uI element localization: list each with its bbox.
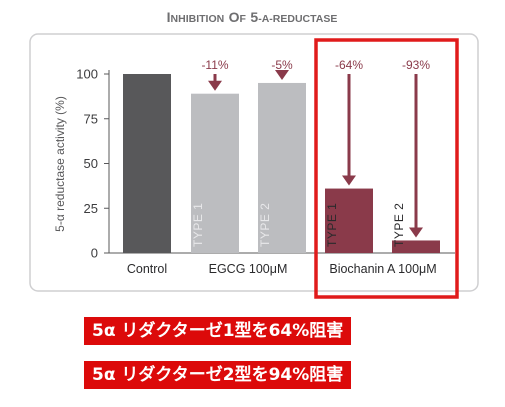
plot-panel	[29, 33, 479, 292]
bar	[191, 93, 239, 253]
delta-label: -93%	[402, 58, 430, 72]
delta-label: -64%	[335, 58, 363, 72]
category-label: EGCG 100μM	[209, 262, 288, 276]
category-label: Biochanin A 100μM	[329, 262, 436, 276]
y-tick-label: 25	[84, 201, 98, 216]
bar-type-label: TYPE 1	[325, 203, 339, 247]
delta-labels: -11% -5% -64% -93%	[201, 58, 430, 72]
reduction-arrows	[208, 69, 423, 238]
bar	[123, 74, 171, 253]
bar	[392, 240, 440, 253]
y-tick-label: 75	[84, 111, 98, 126]
reduction-arrow-head	[342, 175, 356, 186]
bars	[123, 74, 440, 253]
caption-type1-inhibition: 5α リダクターゼ1型を64%阻害	[84, 317, 352, 345]
bar	[325, 188, 373, 253]
y-tick-label: 50	[84, 156, 98, 171]
caption-type2-inhibition: 5α リダクターゼ2型を94%阻害	[84, 361, 352, 389]
category-labels: Control EGCG 100μM Biochanin A 100μM	[127, 262, 437, 276]
bar-type-label: TYPE 1	[191, 203, 205, 247]
reduction-arrow-head	[275, 69, 289, 80]
chart-title: INHIBITION OF 5-Α-REDUCTASE	[167, 9, 338, 26]
y-axis-label: 5-α reductase activity (%)	[53, 96, 67, 232]
category-label: Control	[127, 262, 167, 276]
reduction-arrow-head	[208, 80, 222, 91]
bar-type-label: TYPE 2	[392, 203, 406, 247]
delta-label: -11%	[201, 58, 228, 72]
bar-inner-labels: TYPE 1 TYPE 2 TYPE 1 TYPE 2	[191, 203, 406, 247]
highlight-box	[314, 38, 459, 299]
bar	[258, 82, 306, 253]
bar-type-label: TYPE 2	[258, 203, 272, 247]
y-tick-label: 0	[91, 246, 98, 261]
y-tick-label: 100	[76, 67, 98, 82]
bar-chart: INHIBITION OF 5-Α-REDUCTASE 5-α reductas…	[29, 9, 479, 299]
reduction-arrow-head	[409, 227, 423, 238]
delta-label: -5%	[271, 58, 293, 72]
y-axis-ticks: 0 25 50 75 100	[76, 67, 109, 261]
